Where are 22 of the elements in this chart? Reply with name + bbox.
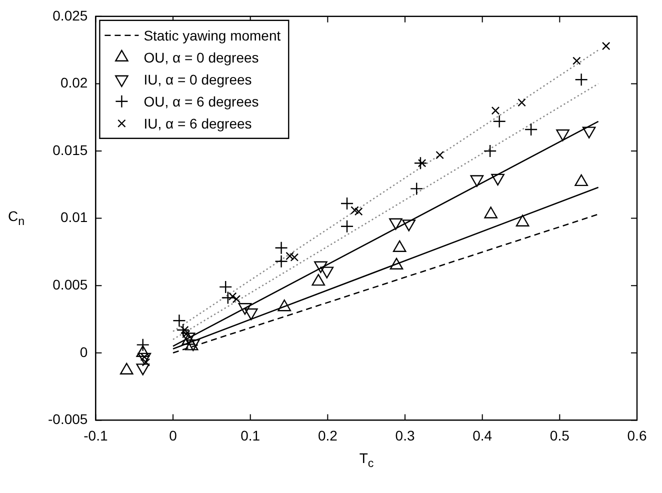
x-tick-label: 0	[169, 427, 178, 444]
x-axis-title: T$_{c}$	[359, 450, 374, 470]
legend-label: OU, α = 6 degrees	[144, 93, 259, 110]
x-tick-label: 0.6	[627, 427, 647, 444]
y-tick-label: -0.005	[48, 411, 88, 428]
legend-label: Static yawing moment	[144, 27, 281, 44]
y-tick-label: 0	[80, 344, 88, 360]
y-tick-label: 0.01	[60, 209, 88, 226]
y-axis-title: C$_{n}$	[8, 208, 25, 228]
y-tick-label: 0.02	[60, 74, 88, 91]
x-tick-label: 0.3	[395, 427, 415, 444]
x-tick-label: 0.2	[318, 427, 338, 444]
legend-label: IU, α = 0 degrees	[144, 71, 252, 88]
y-tick-label: 0.005	[52, 276, 88, 292]
x-tick-label: 0.5	[550, 427, 570, 444]
x-tick-label: 0.1	[240, 427, 260, 444]
y-tick-label: 0.015	[52, 142, 88, 158]
x-tick-label: -0.1	[84, 427, 108, 444]
legend-label: OU, α = 0 degrees	[144, 49, 259, 66]
legend-label: IU, α = 6 degrees	[144, 115, 252, 132]
y-tick-label: 0.025	[52, 7, 88, 24]
x-tick-label: 0.4	[472, 427, 492, 444]
